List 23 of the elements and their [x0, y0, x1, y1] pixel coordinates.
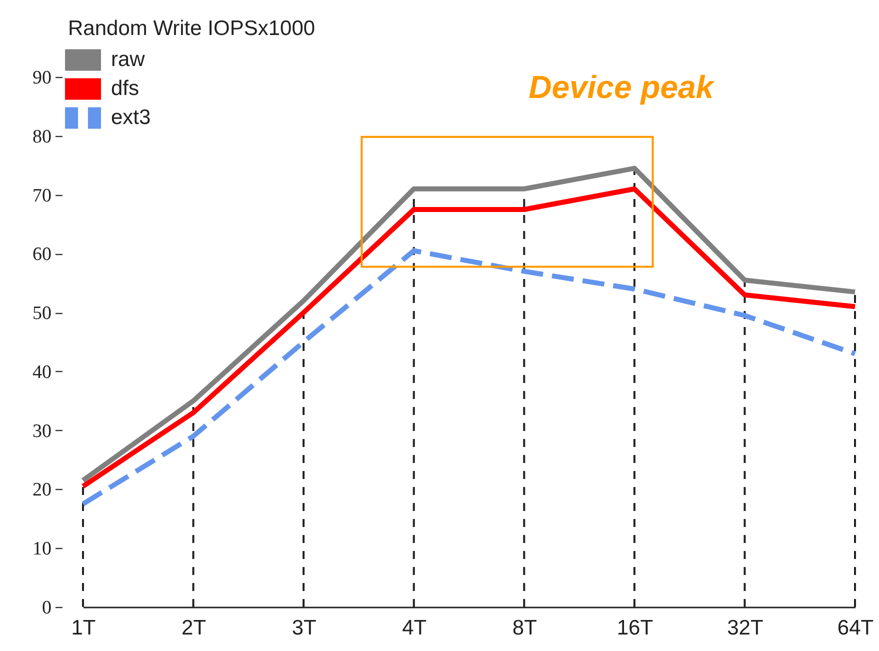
x-tick-label: 64T	[837, 616, 874, 640]
legend-title: Random Write IOPSx1000	[68, 17, 316, 40]
y-tick-label: 10	[32, 538, 52, 560]
x-tick-label: 4T	[402, 616, 427, 640]
annotation: Device peak	[528, 69, 716, 106]
x-tick-label: 1T	[71, 616, 96, 640]
x-tick-label: 8T	[512, 616, 538, 640]
y-tick-label: 0	[42, 598, 52, 618]
x-tick-label: 32T	[727, 616, 764, 640]
legend-label: dfs	[111, 77, 140, 100]
y-tick-label: 80	[32, 126, 52, 148]
y-tick-label: 30	[32, 420, 52, 442]
y-tick-label: 20	[32, 480, 52, 501]
x-tick-label: 2T	[182, 616, 206, 640]
legend-label: raw	[111, 48, 146, 71]
y-tick-label: 70	[32, 185, 52, 206]
legend-label: ext3	[111, 106, 151, 129]
x-tick-label: 16T	[616, 616, 654, 640]
y-tick-label: 60	[32, 244, 52, 266]
y-tick-label: 50	[32, 303, 52, 324]
y-tick-label: 40	[32, 362, 52, 383]
x-tick-label: 3T	[292, 616, 316, 640]
y-tick-label: 90	[32, 68, 52, 88]
